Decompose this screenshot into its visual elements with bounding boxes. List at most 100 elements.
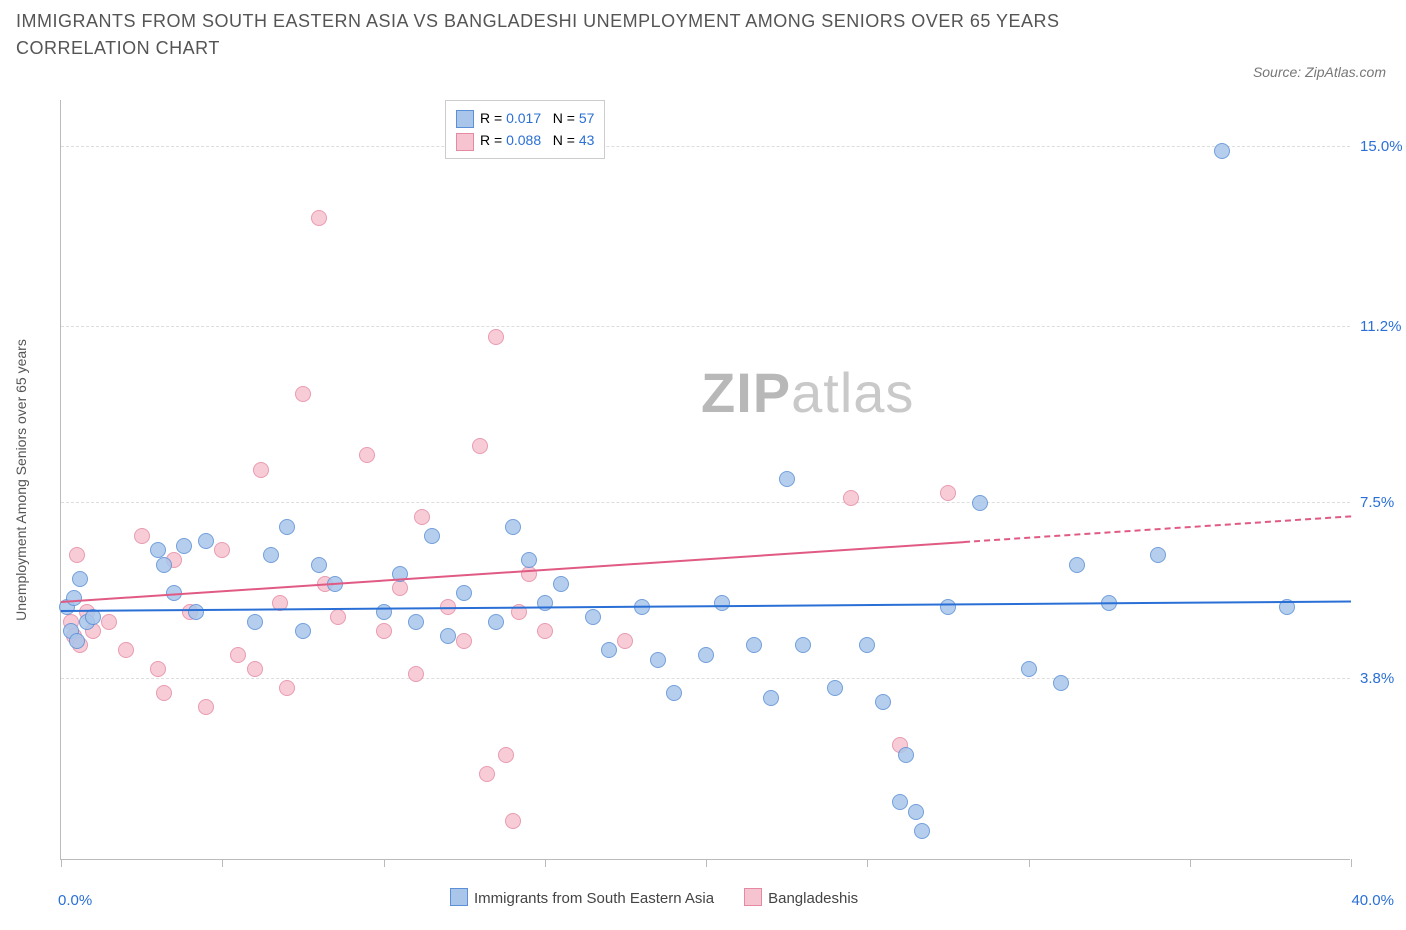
- data-point: [505, 519, 521, 535]
- data-point: [898, 747, 914, 763]
- data-point: [134, 528, 150, 544]
- grid-line: [61, 502, 1350, 503]
- legend-n-value: 57: [579, 110, 595, 126]
- legend-swatch: [450, 888, 468, 906]
- data-point: [843, 490, 859, 506]
- legend-swatch: [456, 110, 474, 128]
- data-point: [972, 495, 988, 511]
- data-point: [779, 471, 795, 487]
- data-point: [1053, 675, 1069, 691]
- data-point: [279, 680, 295, 696]
- y-axis-label: Unemployment Among Seniors over 65 years: [13, 339, 29, 621]
- x-tick: [1190, 859, 1191, 867]
- data-point: [440, 628, 456, 644]
- data-point: [666, 685, 682, 701]
- trend-line: [964, 515, 1351, 543]
- legend-row: R = 0.088 N = 43: [456, 129, 594, 151]
- data-point: [553, 576, 569, 592]
- data-point: [1069, 557, 1085, 573]
- data-point: [176, 538, 192, 554]
- y-tick-label: 3.8%: [1360, 670, 1394, 687]
- legend-r-value: 0.017: [506, 110, 541, 126]
- watermark-atlas: atlas: [791, 361, 914, 424]
- legend-box: R = 0.017 N = 57 R = 0.088 N = 43: [445, 100, 605, 159]
- data-point: [892, 794, 908, 810]
- bottom-legend: Immigrants from South Eastern Asia Bangla…: [450, 888, 888, 907]
- x-tick: [706, 859, 707, 867]
- bottom-legend-item: Immigrants from South Eastern Asia: [450, 890, 714, 907]
- data-point: [940, 485, 956, 501]
- data-point: [311, 210, 327, 226]
- data-point: [859, 637, 875, 653]
- data-point: [101, 614, 117, 630]
- grid-line: [61, 326, 1350, 327]
- x-tick: [384, 859, 385, 867]
- data-point: [253, 462, 269, 478]
- x-tick: [545, 859, 546, 867]
- legend-swatch: [456, 133, 474, 151]
- data-point: [69, 633, 85, 649]
- data-point: [247, 614, 263, 630]
- data-point: [118, 642, 134, 658]
- x-tick: [867, 859, 868, 867]
- data-point: [72, 571, 88, 587]
- data-point: [585, 609, 601, 625]
- data-point: [330, 609, 346, 625]
- legend-n-label: N =: [553, 110, 575, 126]
- data-point: [472, 438, 488, 454]
- data-point: [156, 685, 172, 701]
- x-axis-end-label: 40.0%: [1351, 892, 1394, 909]
- data-point: [295, 386, 311, 402]
- bottom-legend-item: Bangladeshis: [744, 890, 858, 907]
- data-point: [714, 595, 730, 611]
- trend-line: [61, 541, 964, 603]
- data-point: [1021, 661, 1037, 677]
- legend-swatch: [744, 888, 762, 906]
- legend-n-value: 43: [579, 132, 595, 148]
- data-point: [156, 557, 172, 573]
- data-point: [311, 557, 327, 573]
- data-point: [198, 533, 214, 549]
- data-point: [408, 666, 424, 682]
- data-point: [521, 566, 537, 582]
- legend-n-label: N =: [553, 132, 575, 148]
- y-tick-label: 15.0%: [1360, 138, 1403, 155]
- watermark: ZIPatlas: [701, 360, 914, 425]
- data-point: [295, 623, 311, 639]
- x-axis-start-label: 0.0%: [58, 892, 92, 909]
- data-point: [940, 599, 956, 615]
- data-point: [498, 747, 514, 763]
- x-tick: [222, 859, 223, 867]
- data-point: [914, 823, 930, 839]
- data-point: [763, 690, 779, 706]
- data-point: [230, 647, 246, 663]
- data-point: [376, 623, 392, 639]
- data-point: [1150, 547, 1166, 563]
- data-point: [488, 614, 504, 630]
- grid-line: [61, 678, 1350, 679]
- data-point: [875, 694, 891, 710]
- data-point: [424, 528, 440, 544]
- data-point: [456, 633, 472, 649]
- grid-line: [61, 146, 1350, 147]
- y-tick-label: 7.5%: [1360, 494, 1394, 511]
- x-tick: [1029, 859, 1030, 867]
- data-point: [456, 585, 472, 601]
- data-point: [392, 580, 408, 596]
- source-label: Source: ZipAtlas.com: [1253, 64, 1386, 80]
- data-point: [214, 542, 230, 558]
- data-point: [827, 680, 843, 696]
- data-point: [521, 552, 537, 568]
- data-point: [247, 661, 263, 677]
- data-point: [746, 637, 762, 653]
- data-point: [279, 519, 295, 535]
- watermark-zip: ZIP: [701, 361, 791, 424]
- data-point: [408, 614, 424, 630]
- data-point: [188, 604, 204, 620]
- data-point: [376, 604, 392, 620]
- legend-r-label: R =: [480, 110, 502, 126]
- bottom-legend-label: Bangladeshis: [768, 890, 858, 907]
- trend-line: [61, 601, 1351, 612]
- data-point: [795, 637, 811, 653]
- data-point: [617, 633, 633, 649]
